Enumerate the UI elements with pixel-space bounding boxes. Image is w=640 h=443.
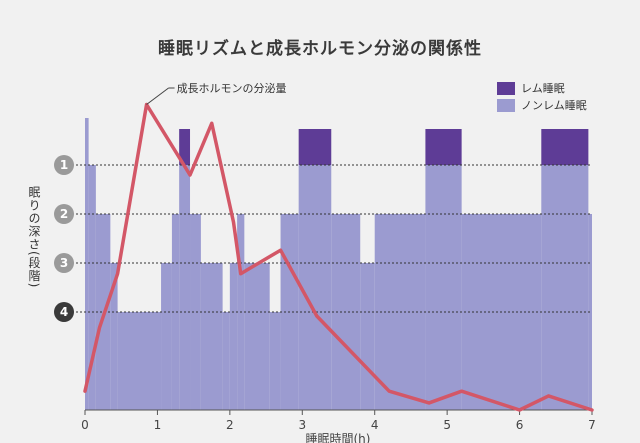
sleep-stage-bar — [110, 263, 118, 410]
sleep-stage-bar — [298, 165, 332, 410]
x-axis-label: 睡眠時間(h) — [306, 432, 371, 443]
legend-swatch-rem — [497, 81, 515, 95]
level-marker — [54, 155, 74, 175]
sleep-stage-bar — [269, 312, 281, 410]
y-axis-label: 眠りの深さ(段階) — [27, 186, 41, 289]
x-tick-label: 4 — [371, 418, 379, 432]
sleep-stage-bar — [222, 312, 230, 410]
legend-label-nonrem: ノンレム睡眠 — [521, 99, 587, 112]
sleep-stage-bar — [244, 263, 270, 410]
sleep-stage-bar — [171, 214, 180, 410]
x-tick-label: 0 — [81, 418, 89, 432]
legend-item-nonrem: ノンレム睡眠 — [497, 97, 587, 113]
hormone-annotation-leader — [146, 87, 169, 105]
sleep-stage-bar — [360, 263, 375, 410]
sleep-stage-bar — [425, 165, 462, 410]
level-marker — [54, 253, 74, 273]
x-tick-label: 3 — [298, 418, 306, 432]
level-label: 4 — [60, 305, 68, 319]
legend-swatch-nonrem — [497, 98, 515, 112]
sleep-stage-bar — [200, 263, 223, 410]
x-tick-label: 6 — [516, 418, 524, 432]
sleep-stage-bar — [190, 214, 201, 410]
level-label: 3 — [60, 256, 68, 270]
level-marker — [54, 204, 74, 224]
sleep-stage-bar — [161, 263, 172, 410]
level-label: 1 — [60, 158, 68, 172]
x-tick-label: 1 — [154, 418, 162, 432]
sleep-stage-bar — [588, 214, 592, 410]
x-tick-label: 7 — [588, 418, 596, 432]
legend-label-rem: レム睡眠 — [521, 82, 565, 95]
sleep-stage-bar — [229, 263, 238, 410]
rem-sleep-block — [179, 129, 191, 165]
sleep-stage-bar — [179, 165, 191, 410]
legend-item-rem: レム睡眠 — [497, 80, 565, 96]
sleep-stage-bar — [541, 165, 589, 410]
growth-hormone-line — [83, 102, 594, 412]
x-tick-label: 2 — [226, 418, 234, 432]
rem-sleep-block — [541, 129, 589, 165]
level-label: 2 — [60, 207, 68, 221]
chart-title: 睡眠リズムと成長ホルモン分泌の関係性 — [158, 39, 482, 59]
sleep-stage-bar — [117, 312, 162, 410]
sleep-stage-bar — [88, 165, 96, 410]
hormone-annotation-label: 成長ホルモンの分泌量 — [177, 82, 287, 95]
level-marker — [54, 302, 74, 322]
sleep-stage-bar — [85, 118, 89, 410]
x-tick-label: 5 — [443, 418, 451, 432]
rem-sleep-block — [298, 129, 332, 165]
rem-sleep-block — [425, 129, 462, 165]
